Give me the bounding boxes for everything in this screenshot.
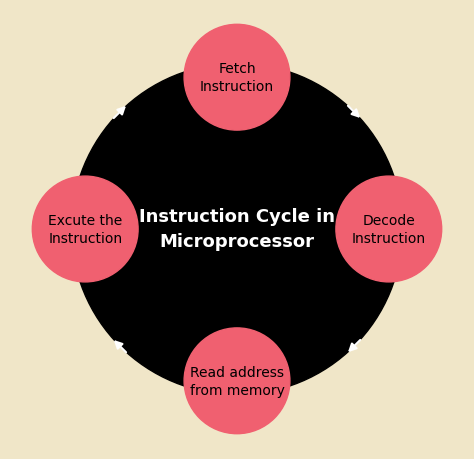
Circle shape	[32, 177, 138, 282]
Circle shape	[336, 177, 442, 282]
Circle shape	[184, 328, 290, 434]
Text: Read address
from memory: Read address from memory	[190, 365, 284, 397]
Circle shape	[72, 64, 402, 395]
Text: Fetch
Instruction: Fetch Instruction	[200, 62, 274, 94]
Circle shape	[184, 25, 290, 131]
Text: Excute the
Instruction: Excute the Instruction	[48, 213, 122, 246]
Text: Decode
Instruction: Decode Instruction	[352, 213, 426, 246]
Text: Instruction Cycle in
Microprocessor: Instruction Cycle in Microprocessor	[139, 208, 335, 251]
